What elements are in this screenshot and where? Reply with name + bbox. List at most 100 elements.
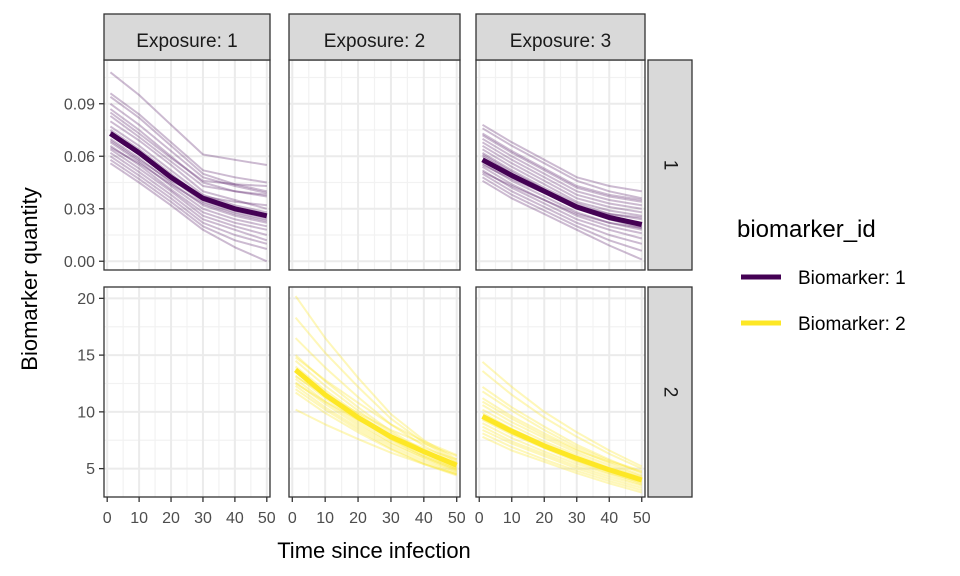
y-tick-label: 0.03 [64, 201, 95, 218]
legend: biomarker_id Biomarker: 1 Biomarker: 2 [737, 216, 906, 335]
draw-line [294, 374, 458, 471]
x-tick-label: 30 [194, 510, 212, 527]
x-tick-label: 40 [415, 510, 433, 527]
draw-line [109, 115, 267, 196]
x-tick-label: 0 [475, 510, 484, 527]
strip-background [103, 13, 271, 61]
draw-line [109, 120, 268, 210]
draw-line [481, 361, 643, 468]
draw-line [481, 162, 643, 231]
mean-line [481, 414, 643, 483]
legend-label: Biomarker: 1 [798, 268, 906, 289]
draw-line [109, 111, 267, 187]
draw-line [109, 137, 268, 224]
draw-line [295, 384, 458, 475]
y-tick-label: 15 [77, 348, 95, 365]
panel-r2-c3 [476, 287, 645, 498]
draw-line [481, 404, 643, 478]
draw-line [109, 148, 268, 236]
draw-line [109, 125, 268, 214]
draw-line [481, 179, 643, 261]
x-tick-label: 20 [535, 510, 553, 527]
draw-line [481, 370, 643, 470]
draw-line [109, 151, 268, 242]
y-tick-label: 0.09 [64, 96, 95, 113]
x-tick-label: 30 [382, 510, 400, 527]
x-tick-label: 10 [316, 510, 334, 527]
y-tick-label: 5 [86, 461, 95, 478]
column-strip-label: Exposure: 2 [324, 31, 425, 52]
y-tick-label: 0.06 [64, 149, 95, 166]
y-tick-label: 0.00 [64, 254, 95, 271]
draw-line [481, 141, 642, 210]
draw-line [481, 386, 643, 475]
draw-line [109, 144, 268, 231]
x-tick-label: 0 [103, 510, 112, 527]
column-strip: Exposure: 3 [475, 13, 646, 61]
axes: 0.00 0.03 0.06 0.09 5 10 15 20 0 10 20 30 40 50 0 10 20 3… [64, 96, 651, 527]
x-axis-title: Time since infection [277, 538, 471, 563]
draw-line [482, 432, 643, 492]
draw-line [109, 162, 268, 263]
draw-line [109, 92, 267, 184]
x-tick-label: 30 [568, 510, 586, 527]
column-strip-label: Exposure: 1 [136, 31, 237, 52]
mean-line [481, 157, 643, 227]
x-tick-label: 20 [349, 510, 367, 527]
x-tick-label: 50 [633, 510, 651, 527]
draw-line [109, 141, 268, 228]
column-strip: Exposure: 2 [288, 13, 461, 61]
draw-line [481, 134, 642, 203]
draw-line [481, 132, 642, 201]
draw-line [481, 137, 642, 207]
x-tick-label: 50 [258, 510, 276, 527]
series-group [481, 361, 643, 494]
y-tick-label: 10 [77, 404, 95, 421]
x-tick-label: 0 [288, 510, 297, 527]
panel-border [103, 286, 271, 498]
draw-line [294, 337, 458, 464]
strip-background [475, 13, 646, 61]
facet-strips: Exposure: 1 Exposure: 2 Exposure: 3 1 2 [103, 13, 693, 498]
panel-border [288, 286, 461, 498]
draw-line [482, 418, 643, 484]
draw-line [482, 425, 643, 487]
strip-background [647, 59, 693, 271]
draw-line [481, 123, 642, 193]
draw-line [481, 165, 643, 235]
draw-line [294, 356, 458, 456]
x-tick-label: 10 [503, 510, 521, 527]
draw-line [109, 146, 268, 222]
panel-r1-c2 [289, 60, 460, 270]
x-tick-label: 10 [130, 510, 148, 527]
legend-entry: Biomarker: 2 [741, 314, 906, 335]
draw-line [481, 400, 643, 473]
draw-line [481, 390, 643, 472]
legend-label: Biomarker: 2 [798, 314, 906, 335]
panel-border [475, 286, 646, 498]
draw-line [481, 397, 643, 477]
draw-line [109, 102, 268, 194]
draw-line [294, 295, 458, 461]
x-tick-label: 40 [600, 510, 618, 527]
panel-r2-c2 [289, 287, 460, 498]
draw-line [295, 388, 458, 476]
column-strip-label: Exposure: 3 [510, 31, 611, 52]
draw-line [294, 378, 458, 472]
row-strip: 1 [647, 59, 693, 271]
draw-line [481, 169, 643, 240]
draw-line [109, 108, 267, 198]
draw-line [295, 381, 458, 473]
column-strip: Exposure: 1 [103, 13, 271, 61]
x-tick-label: 40 [226, 510, 244, 527]
draw-line [109, 95, 268, 193]
strip-background [647, 286, 693, 498]
draw-line [481, 176, 643, 252]
series-group [481, 123, 643, 261]
series-group [109, 71, 268, 263]
y-tick-label: 20 [77, 291, 95, 308]
facet-panels [103, 59, 646, 498]
strip-background [288, 13, 461, 61]
draw-line [481, 127, 643, 200]
